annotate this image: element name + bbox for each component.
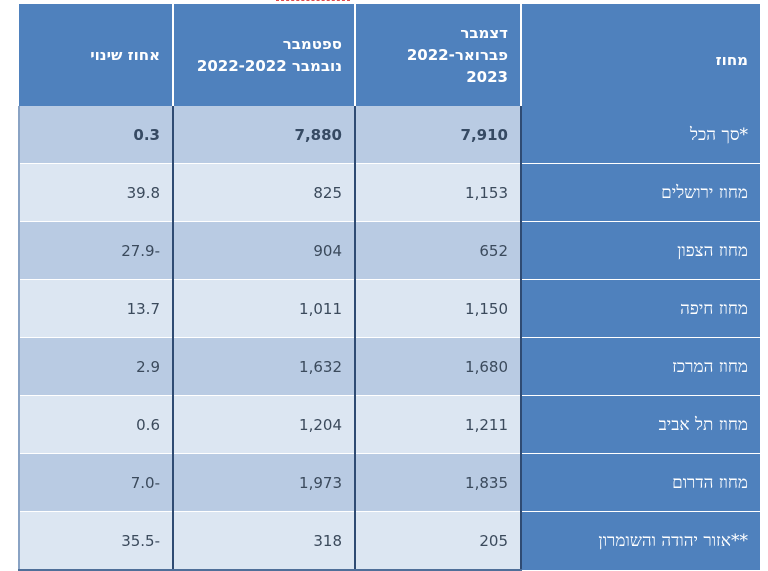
cell-dec-feb: 1,835	[355, 453, 522, 512]
cell-change: 13.7	[18, 279, 174, 338]
table-row: 7.0- 1,973 1,835 מחוז הדרום	[18, 453, 760, 512]
selection-marker	[276, 0, 350, 3]
table-row-total: 0.3 7,880 7,910 סך הכל*	[18, 106, 760, 164]
cell-dec-feb: 652	[355, 221, 522, 280]
cell-change: 7.0-	[18, 453, 174, 512]
table-row: 27.9- 904 652 מחוז הצפון	[18, 221, 760, 280]
cell-dec-feb: 7,910	[355, 106, 522, 164]
statistics-table-container: אחוז שינוי ספטמבר 2022-נובמבר 2022 דצמבר 2…	[18, 4, 760, 571]
cell-district: מחוז ירושלים	[521, 163, 760, 222]
cell-dec-feb: 1,211	[355, 395, 522, 454]
table-row: 13.7 1,011 1,150 מחוז חיפה	[18, 279, 760, 338]
cell-change: 35.5-	[18, 511, 174, 571]
header-district-label: מחוז	[715, 51, 748, 69]
cell-change: 0.6	[18, 395, 174, 454]
table-row: 0.6 1,204 1,211 מחוז תל אביב	[18, 395, 760, 454]
header-sep-nov-line2: 2022-נובמבר 2022	[196, 57, 342, 75]
cell-district: מחוז חיפה	[521, 279, 760, 338]
table-row: 39.8 825 1,153 מחוז ירושלים	[18, 163, 760, 222]
cell-dec-feb: 1,680	[355, 337, 522, 396]
header-district: מחוז	[521, 4, 760, 106]
cell-district: אזור יהודה והשומרון**	[521, 511, 760, 571]
cell-district: סך הכל*	[521, 106, 760, 164]
cell-change: 39.8	[18, 163, 174, 222]
header-dec-feb-line1: דצמבר	[460, 24, 508, 42]
cell-sep-nov: 318	[173, 511, 356, 571]
header-sep-nov-line1: ספטמבר	[282, 35, 342, 53]
cell-sep-nov: 1,973	[173, 453, 356, 512]
cell-change: 0.3	[18, 106, 174, 164]
cell-dec-feb: 1,150	[355, 279, 522, 338]
header-row: אחוז שינוי ספטמבר 2022-נובמבר 2022 דצמבר 2…	[19, 4, 760, 106]
statistics-table: אחוז שינוי ספטמבר 2022-נובמבר 2022 דצמבר 2…	[18, 4, 760, 571]
cell-district: מחוז תל אביב	[521, 395, 760, 454]
cell-district: מחוז המרכז	[521, 337, 760, 396]
header-sep-nov: ספטמבר 2022-נובמבר 2022	[173, 4, 356, 106]
header-change-pct-label: אחוז שינוי	[90, 46, 160, 64]
cell-sep-nov: 7,880	[173, 106, 356, 164]
cell-dec-feb: 205	[355, 511, 522, 571]
table-row: 2.9 1,632 1,680 מחוז המרכז	[18, 337, 760, 396]
cell-district: מחוז הצפון	[521, 221, 760, 280]
table-row: 35.5- 318 205 אזור יהודה והשומרון**	[18, 511, 760, 571]
cell-dec-feb: 1,153	[355, 163, 522, 222]
header-change-pct: אחוז שינוי	[19, 4, 174, 106]
cell-sep-nov: 825	[173, 163, 356, 222]
header-dec-feb: דצמבר 2022-פברואר 2023	[355, 4, 522, 106]
header-dec-feb-line2: 2022-פברואר 2023	[406, 46, 508, 86]
cell-change: 2.9	[18, 337, 174, 396]
cell-district: מחוז הדרום	[521, 453, 760, 512]
cell-sep-nov: 1,632	[173, 337, 356, 396]
cell-change: 27.9-	[18, 221, 174, 280]
cell-sep-nov: 904	[173, 221, 356, 280]
cell-sep-nov: 1,204	[173, 395, 356, 454]
cell-sep-nov: 1,011	[173, 279, 356, 338]
